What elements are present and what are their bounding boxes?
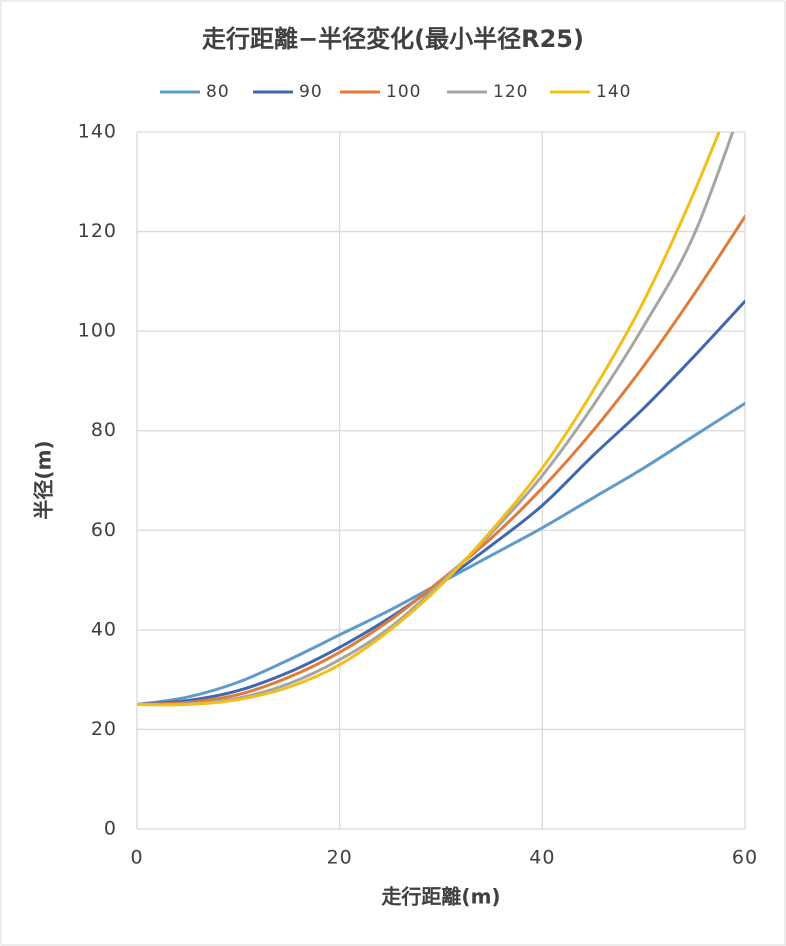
y-tick-label: 0 xyxy=(104,818,117,840)
y-tick-label: 140 xyxy=(78,121,117,143)
y-tick-label: 100 xyxy=(78,320,117,342)
legend-label: 120 xyxy=(493,82,528,102)
legend-label: 140 xyxy=(596,82,631,102)
y-axis-label: 半径(m) xyxy=(32,440,56,519)
y-tick-label: 80 xyxy=(91,419,117,441)
y-tick-label: 120 xyxy=(78,220,117,242)
y-tick-label: 60 xyxy=(91,519,117,541)
x-axis-label: 走行距離(m) xyxy=(381,885,500,909)
y-tick-label: 40 xyxy=(91,618,117,640)
legend: 80 90 100 120 140 xyxy=(160,82,631,102)
series-line xyxy=(137,132,721,707)
grid xyxy=(136,131,746,830)
legend-label: 80 xyxy=(206,82,230,102)
x-tick-label: 40 xyxy=(529,847,555,869)
chart-title: 走行距離−半径変化(最小半径R25) xyxy=(202,25,584,53)
plot-area xyxy=(137,132,745,707)
x-tick-label: 20 xyxy=(327,847,353,869)
y-tick-label: 20 xyxy=(91,718,117,740)
x-tick-label: 0 xyxy=(130,847,143,869)
legend-label: 100 xyxy=(386,82,421,102)
x-tick-label: 60 xyxy=(732,847,758,869)
legend-label: 90 xyxy=(299,82,323,102)
